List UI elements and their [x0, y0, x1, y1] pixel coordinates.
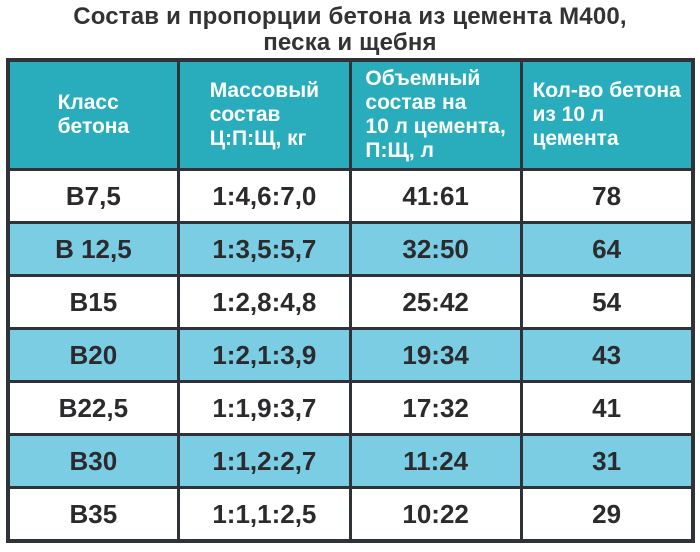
- table-row: В 12,5 1:3,5:5,7 32:50 64: [5, 221, 695, 277]
- cell-mass-composition: 1:2,1:3,9: [177, 327, 352, 383]
- cell-mass-composition: 1:1,9:3,7: [177, 380, 352, 436]
- cell-concrete-class: В22,5: [5, 380, 181, 436]
- col-header-concrete-output-label: Кол-во бетона из 10 л цемента: [532, 79, 681, 150]
- table-row: В15 1:2,8:4,8 25:42 54: [5, 274, 695, 330]
- col-header-volume-composition-label: Объемный состав на 10 л цемента, П:Щ, л: [365, 67, 506, 162]
- cell-mass-composition: 1:2,8:4,8: [177, 274, 352, 330]
- table-row: В35 1:1,1:2,5 10:22 29: [5, 486, 695, 543]
- cell-volume-composition: 32:50: [348, 221, 523, 277]
- table-row: В7,5 1:4,6:7,0 41:61 78: [5, 168, 695, 224]
- cell-volume-composition: 25:42: [348, 274, 523, 330]
- page-title: Состав и пропорции бетона из цемента М40…: [73, 3, 627, 56]
- cell-volume-composition: 11:24: [348, 433, 523, 489]
- cell-concrete-output: 43: [519, 327, 695, 383]
- header-row: Класс бетона Массовый состав Ц:П:Щ, кг О…: [5, 58, 695, 171]
- cell-concrete-class: В35: [5, 486, 181, 543]
- cell-concrete-output: 64: [519, 221, 695, 277]
- table-row: В22,5 1:1,9:3,7 17:32 41: [5, 380, 695, 436]
- cell-concrete-class: В7,5: [5, 168, 181, 224]
- cell-concrete-class: В20: [5, 327, 181, 383]
- cell-mass-composition: 1:3,5:5,7: [177, 221, 352, 277]
- table-row: В30 1:1,2:2,7 11:24 31: [5, 433, 695, 489]
- cell-volume-composition: 19:34: [348, 327, 523, 383]
- cell-mass-composition: 1:4,6:7,0: [177, 168, 352, 224]
- col-header-concrete-class: Класс бетона: [5, 58, 181, 171]
- col-header-concrete-class-label: Класс бетона: [57, 91, 130, 138]
- col-header-concrete-output: Кол-во бетона из 10 л цемента: [519, 58, 695, 171]
- cell-concrete-class: В 12,5: [5, 221, 181, 277]
- cell-concrete-class: В15: [5, 274, 181, 330]
- cell-concrete-output: 41: [519, 380, 695, 436]
- col-header-mass-composition-label: Массовый состав Ц:П:Щ, кг: [209, 79, 320, 150]
- cell-concrete-output: 31: [519, 433, 695, 489]
- col-header-mass-composition: Массовый состав Ц:П:Щ, кг: [177, 58, 352, 171]
- cell-concrete-output: 54: [519, 274, 695, 330]
- cell-volume-composition: 17:32: [348, 380, 523, 436]
- cell-concrete-class: В30: [5, 433, 181, 489]
- cell-volume-composition: 10:22: [348, 486, 523, 543]
- concrete-proportions-table: Класс бетона Массовый состав Ц:П:Щ, кг О…: [5, 58, 695, 543]
- col-header-volume-composition: Объемный состав на 10 л цемента, П:Щ, л: [348, 58, 523, 171]
- cell-volume-composition: 41:61: [348, 168, 523, 224]
- table-row: В20 1:2,1:3,9 19:34 43: [5, 327, 695, 383]
- cell-concrete-output: 29: [519, 486, 695, 543]
- cell-mass-composition: 1:1,1:2,5: [177, 486, 352, 543]
- cell-mass-composition: 1:1,2:2,7: [177, 433, 352, 489]
- cell-concrete-output: 78: [519, 168, 695, 224]
